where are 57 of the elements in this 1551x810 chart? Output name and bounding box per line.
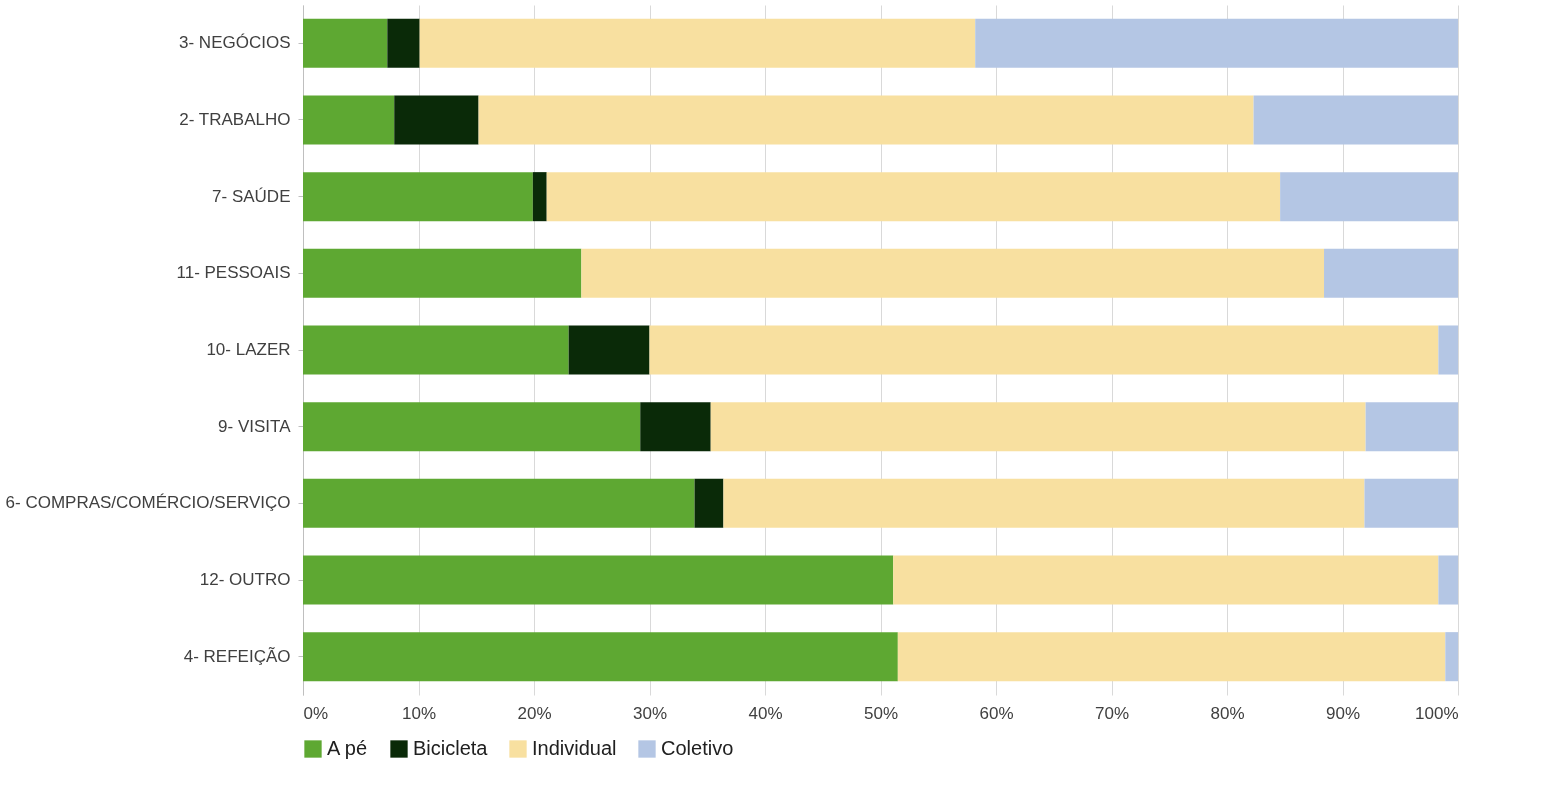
bar xyxy=(1324,248,1458,298)
bar xyxy=(303,172,533,222)
legend-label: A pé xyxy=(327,737,368,759)
y-tick-label: 10- LAZER xyxy=(206,340,291,359)
bar xyxy=(1438,325,1458,375)
bar xyxy=(649,325,1439,375)
bar xyxy=(1445,632,1458,682)
x-tick-label: 20% xyxy=(517,703,552,723)
bar xyxy=(387,18,420,68)
bar xyxy=(1253,95,1458,145)
bar xyxy=(303,402,641,452)
legend-label: Individual xyxy=(532,737,617,759)
bar xyxy=(710,402,1366,452)
legend-label: Bicicleta xyxy=(413,737,489,759)
bar xyxy=(303,95,395,145)
bar xyxy=(723,478,1365,528)
bar xyxy=(303,632,898,682)
bar xyxy=(303,248,582,298)
legend-label: Coletivo xyxy=(661,737,734,759)
x-tick-label: 10% xyxy=(401,703,437,723)
bar xyxy=(1280,172,1458,222)
bar xyxy=(975,18,1458,68)
bar xyxy=(394,95,479,145)
bar xyxy=(1365,402,1458,452)
x-tick-label: 30% xyxy=(632,703,668,723)
y-tick-label: 11- PESSOAIS xyxy=(176,263,291,283)
bar xyxy=(532,172,547,222)
bar xyxy=(581,248,1325,298)
bar xyxy=(419,18,976,68)
y-tick-label: 9- VISITA xyxy=(218,416,292,436)
bar xyxy=(568,325,650,375)
y-tick-label: 7- SAÚDE xyxy=(212,186,291,206)
bar xyxy=(640,402,711,452)
bar xyxy=(303,18,388,68)
x-tick-label: 80% xyxy=(1210,703,1245,723)
x-tick-label: 70% xyxy=(1094,703,1130,723)
y-tick-label: 12- OUTRO xyxy=(199,570,291,589)
bar xyxy=(478,95,1254,145)
x-tick-label: 90% xyxy=(1325,703,1361,723)
bar xyxy=(303,325,569,375)
x-tick-label: 50% xyxy=(863,703,899,723)
bar xyxy=(303,555,894,605)
x-tick-label: 0% xyxy=(303,703,329,723)
y-tick-label: 6- COMPRAS/COMÉRCIO/SERVIÇO xyxy=(5,493,291,513)
y-tick-label: 3- NEGÓCIOS xyxy=(179,33,291,53)
bar xyxy=(897,632,1446,682)
y-tick-label: 2- TRABALHO xyxy=(179,110,291,129)
bar xyxy=(1438,555,1458,605)
x-tick-label: 100% xyxy=(1415,703,1459,723)
bar xyxy=(1364,478,1458,528)
bar xyxy=(546,172,1281,222)
bar xyxy=(694,478,724,528)
bar xyxy=(303,478,695,528)
x-tick-label: 40% xyxy=(748,703,783,723)
bar xyxy=(893,555,1439,605)
y-tick-label: 4- REFEIÇÃO xyxy=(183,646,291,666)
x-tick-label: 60% xyxy=(979,703,1014,723)
